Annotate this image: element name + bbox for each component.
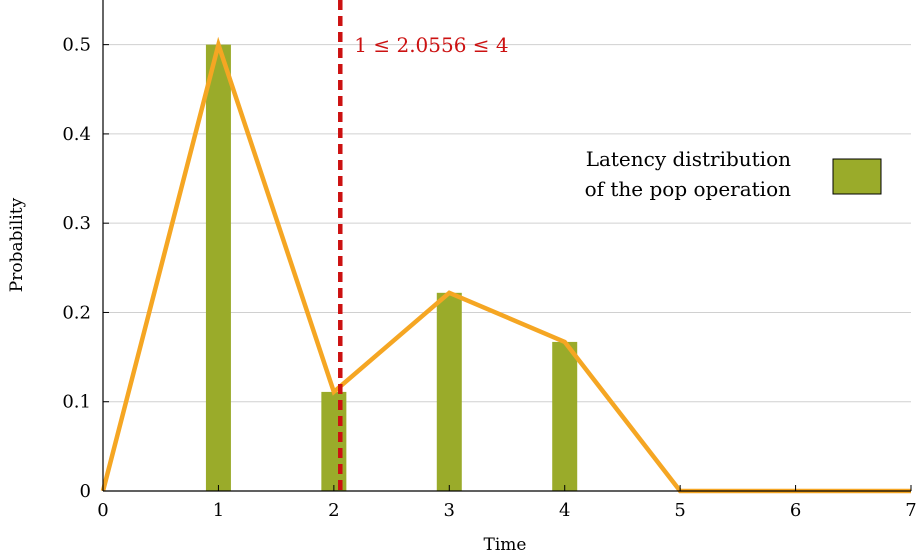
bar [552,341,578,491]
y-tick-label: 0.1 [62,392,91,413]
legend-label-line-1: Latency distribution [586,147,791,171]
legend: Latency distribution of the pop operatio… [585,147,882,201]
legend-swatch [832,158,882,195]
y-tick-label: 0.3 [62,213,91,234]
y-tick-label: 0.5 [62,35,91,56]
x-tick-label: 1 [213,500,224,521]
y-tick-label: 0 [80,481,91,502]
x-tick-label: 6 [790,500,801,521]
y-axis-title: Probability [7,197,27,292]
y-tick-label: 0.4 [62,124,91,145]
marker-layer: 1 ≤ 2.0556 ≤ 4 [338,0,509,491]
x-tick-label: 0 [97,500,108,521]
x-tick-label: 7 [905,500,916,521]
y-tick-label: 0.2 [62,302,91,323]
grid-lines [103,44,911,403]
bar [321,391,347,491]
axes [102,0,912,492]
bars [205,44,578,492]
legend-label-line-2: of the pop operation [585,177,792,201]
x-tick-label: 3 [444,500,455,521]
x-tick-label: 4 [559,500,570,521]
marker-label: 1 ≤ 2.0556 ≤ 4 [354,33,508,57]
bar [205,44,231,492]
x-tick-label: 2 [328,500,339,521]
bar [436,292,462,491]
x-tick-label: 5 [674,500,685,521]
x-axis-title: Time [484,535,527,555]
tick-labels: 0 0.1 0.2 0.3 0.4 0.5 0 1 2 3 4 5 6 7 [62,35,916,521]
